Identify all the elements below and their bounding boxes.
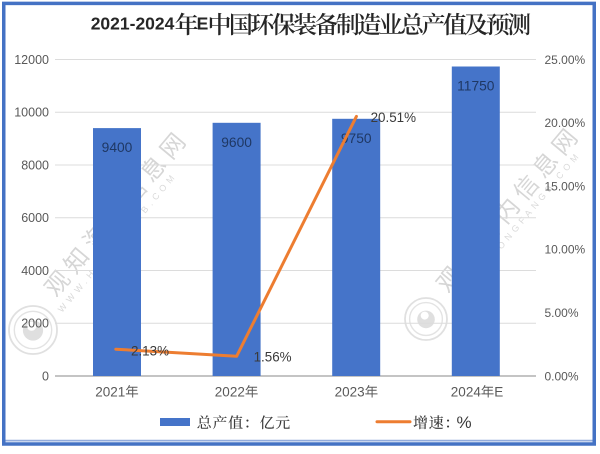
svg-text:2024: 2024 (451, 384, 482, 399)
svg-text:20.51%: 20.51% (371, 110, 417, 125)
svg-text:5.00%: 5.00% (545, 306, 579, 320)
svg-text:8000: 8000 (21, 158, 49, 172)
svg-text:%: % (457, 413, 472, 432)
svg-text:2.13%: 2.13% (131, 344, 169, 359)
svg-text:10.00%: 10.00% (545, 243, 586, 257)
svg-text:11750: 11750 (457, 79, 495, 94)
svg-text:25.00%: 25.00% (545, 53, 586, 67)
svg-text:2023: 2023 (335, 384, 365, 399)
svg-text:0.00%: 0.00% (545, 369, 579, 383)
svg-text:10000: 10000 (14, 106, 49, 120)
svg-text:9600: 9600 (221, 135, 252, 150)
svg-text:E: E (197, 14, 209, 34)
svg-text:2000: 2000 (21, 317, 49, 331)
svg-text:2021: 2021 (95, 384, 125, 399)
svg-text:4000: 4000 (21, 264, 49, 278)
svg-text:1.56%: 1.56% (254, 350, 292, 365)
svg-text:2021-2024: 2021-2024 (91, 14, 175, 34)
svg-text:6000: 6000 (21, 211, 49, 225)
svg-text:9400: 9400 (102, 140, 133, 155)
svg-text:12000: 12000 (14, 53, 49, 67)
svg-text:E: E (494, 384, 503, 399)
svg-text:20.00%: 20.00% (545, 116, 586, 130)
svg-text:2022: 2022 (215, 384, 245, 399)
svg-text:0: 0 (42, 369, 49, 383)
svg-text:15.00%: 15.00% (545, 179, 586, 193)
